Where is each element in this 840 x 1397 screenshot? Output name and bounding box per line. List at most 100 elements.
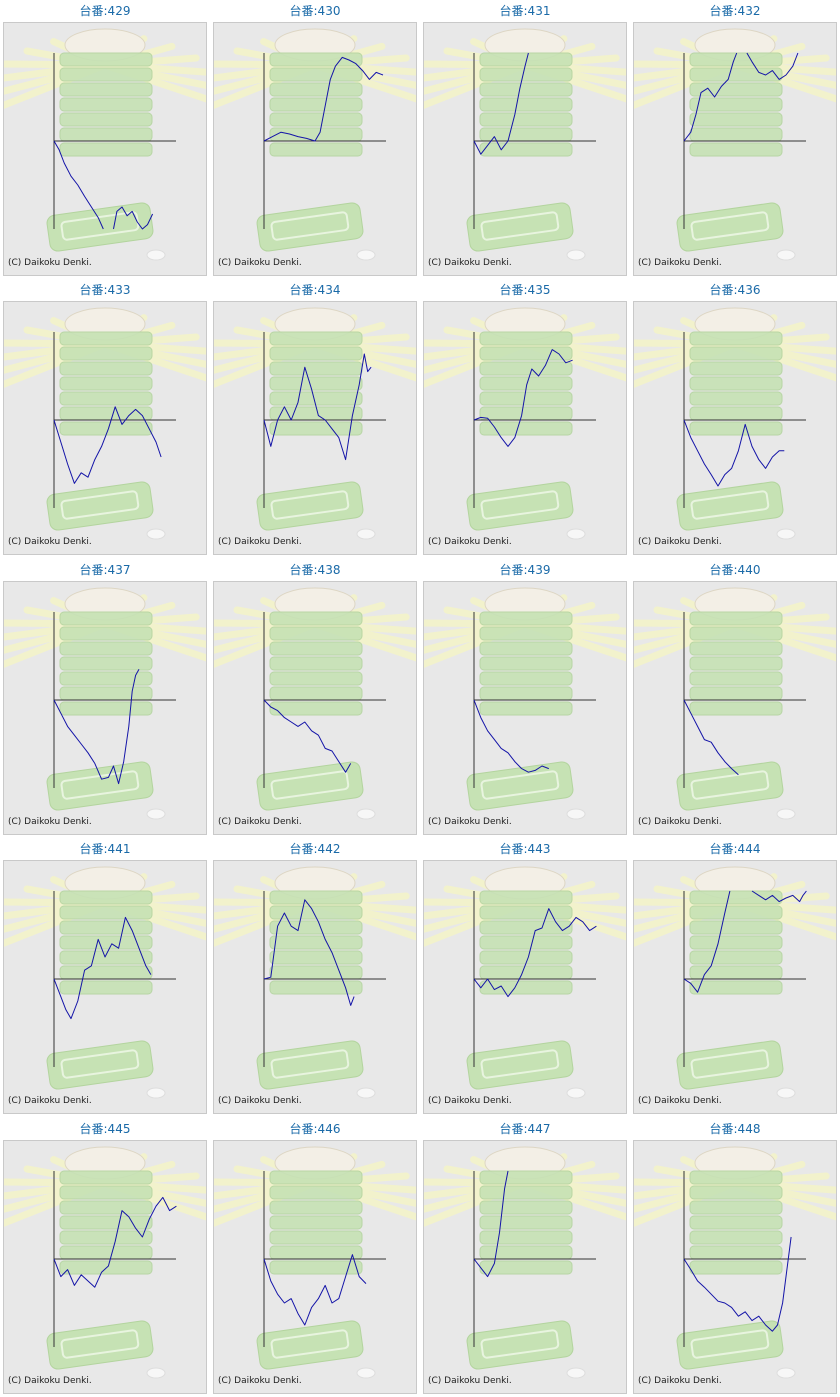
chart-title[interactable]: 台番:439 — [499, 562, 551, 577]
chart-title[interactable]: 台番:436 — [709, 283, 761, 298]
watermark-box — [689, 686, 783, 701]
copyright-text: (C) Daikoku Denki. — [218, 1375, 302, 1386]
watermark-box — [689, 361, 783, 376]
watermark-box — [689, 1170, 783, 1185]
watermark-box — [479, 1245, 573, 1260]
chart-cell: 台番:441 (C) Daikoku Denki. — [0, 838, 210, 1117]
chart-title[interactable]: 台番:438 — [289, 562, 341, 577]
chart-title[interactable]: 台番:447 — [499, 1121, 551, 1136]
watermark-box — [689, 641, 783, 656]
copyright-text: (C) Daikoku Denki. — [218, 258, 302, 268]
chart-title[interactable]: 台番:442 — [289, 842, 341, 857]
chart-panel: (C) Daikoku Denki. — [423, 580, 627, 835]
watermark-tray-inner — [270, 211, 350, 241]
copyright-text: (C) Daikoku Denki. — [638, 816, 722, 827]
chart-panel: (C) Daikoku Denki. — [213, 1139, 417, 1394]
series-line — [263, 699, 352, 773]
watermark-tray-inner — [270, 770, 350, 800]
watermark-box — [59, 421, 153, 436]
watermark-tray-inner — [60, 770, 140, 800]
copyright-text: (C) Daikoku Denki. — [428, 1096, 512, 1107]
watermark-coin — [776, 808, 796, 820]
chart-title[interactable]: 台番:437 — [79, 562, 131, 577]
chart-cell: 台番:438 (C) Daikoku Denki. — [210, 559, 420, 838]
watermark-box — [689, 142, 783, 157]
watermark-box — [479, 920, 573, 935]
watermark-box — [689, 406, 783, 421]
chart-svg — [214, 28, 416, 261]
chart-panel: (C) Daikoku Denki. — [3, 301, 207, 556]
watermark-box — [59, 142, 153, 157]
watermark-box — [59, 950, 153, 965]
watermark-box — [269, 1245, 363, 1260]
watermark-box — [479, 97, 573, 112]
watermark-box — [59, 656, 153, 671]
watermark-logo — [634, 587, 836, 820]
chart-title[interactable]: 台番:448 — [709, 1121, 761, 1136]
chart-svg — [634, 866, 836, 1099]
watermark-logo — [634, 28, 836, 261]
watermark-box — [59, 1185, 153, 1200]
watermark-box — [479, 142, 573, 157]
chart-panel: (C) Daikoku Denki. — [423, 22, 627, 276]
chart-panel: (C) Daikoku Denki. — [423, 860, 627, 1115]
watermark-coin — [356, 808, 376, 820]
watermark-logo — [214, 28, 416, 261]
watermark-box — [689, 376, 783, 391]
watermark-coin — [566, 249, 586, 261]
watermark-box — [269, 686, 363, 701]
copyright-text: (C) Daikoku Denki. — [428, 1375, 512, 1386]
watermark-tray-inner — [60, 1049, 140, 1079]
chart-svg — [214, 1146, 416, 1379]
watermark-box — [689, 1200, 783, 1215]
watermark-box — [689, 701, 783, 716]
chart-panel: (C) Daikoku Denki. — [3, 22, 207, 276]
watermark-tray-inner — [60, 1328, 140, 1359]
watermark-box — [59, 641, 153, 656]
chart-title[interactable]: 台番:445 — [79, 1121, 131, 1136]
chart-title[interactable]: 台番:429 — [79, 4, 131, 18]
watermark-coin — [776, 249, 796, 261]
chart-title[interactable]: 台番:431 — [499, 4, 551, 18]
watermark-coin — [146, 528, 166, 540]
series-line — [751, 890, 807, 903]
chart-title[interactable]: 台番:444 — [709, 842, 761, 857]
copyright-text: (C) Daikoku Denki. — [8, 1375, 92, 1386]
watermark-box — [479, 391, 573, 406]
copyright-text: (C) Daikoku Denki. — [638, 258, 722, 268]
watermark-box — [269, 331, 363, 346]
watermark-coin — [776, 1367, 796, 1379]
chart-title[interactable]: 台番:435 — [499, 283, 551, 298]
chart-title[interactable]: 台番:440 — [709, 562, 761, 577]
watermark-box — [479, 611, 573, 626]
watermark-box — [479, 701, 573, 716]
chart-panel: (C) Daikoku Denki. — [423, 301, 627, 556]
chart-title[interactable]: 台番:434 — [289, 283, 341, 298]
watermark-box — [59, 1200, 153, 1215]
watermark-coin — [566, 528, 586, 540]
watermark-box — [689, 1245, 783, 1260]
watermark-box — [269, 1170, 363, 1185]
copyright-text: (C) Daikoku Denki. — [8, 1096, 92, 1107]
chart-title[interactable]: 台番:432 — [709, 4, 761, 18]
watermark-box — [59, 701, 153, 716]
chart-svg — [214, 587, 416, 820]
watermark-box — [269, 1215, 363, 1230]
chart-title[interactable]: 台番:446 — [289, 1121, 341, 1136]
chart-title[interactable]: 台番:430 — [289, 4, 341, 18]
watermark-box — [269, 1260, 363, 1275]
watermark-box — [479, 656, 573, 671]
chart-title[interactable]: 台番:443 — [499, 842, 551, 857]
watermark-logo — [634, 866, 836, 1099]
watermark-logo — [214, 866, 416, 1099]
chart-svg — [4, 866, 206, 1099]
watermark-box — [269, 656, 363, 671]
copyright-text: (C) Daikoku Denki. — [428, 258, 512, 268]
watermark-box — [479, 127, 573, 142]
chart-title[interactable]: 台番:441 — [79, 842, 131, 857]
chart-title[interactable]: 台番:433 — [79, 283, 131, 298]
watermark-tray-inner — [690, 1049, 770, 1079]
watermark-logo — [4, 1146, 206, 1379]
watermark-box — [59, 67, 153, 82]
